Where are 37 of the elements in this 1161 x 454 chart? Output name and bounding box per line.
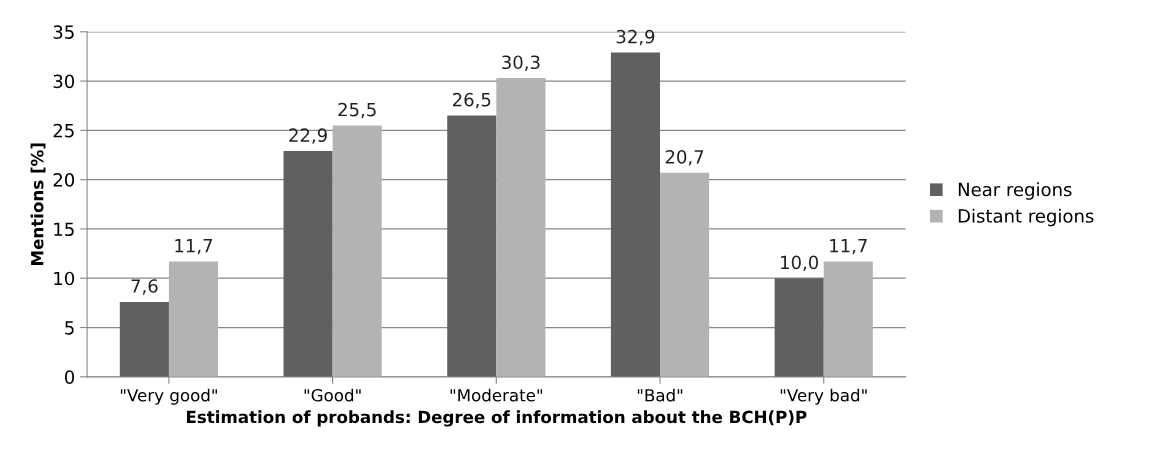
y-axis-title: Mentions [%] bbox=[30, 143, 46, 265]
data-label: 11,7 bbox=[830, 239, 867, 255]
y-tick-label: 15 bbox=[54, 222, 74, 237]
bar bbox=[823, 261, 873, 377]
data-label: 7,6 bbox=[131, 279, 158, 295]
y-tick-label: 10 bbox=[54, 271, 75, 286]
y-tick-label: 20 bbox=[53, 173, 75, 187]
data-label: 11,7 bbox=[175, 239, 213, 255]
x-tick-label: "Very good" bbox=[120, 388, 217, 405]
bar bbox=[660, 172, 710, 377]
data-label: 32,9 bbox=[616, 29, 655, 46]
y-tick-label: 35 bbox=[53, 25, 74, 39]
data-label: 26,5 bbox=[452, 92, 491, 109]
data-label: 10,0 bbox=[781, 255, 819, 272]
bar bbox=[332, 125, 382, 377]
x-tick-label: "Moderate" bbox=[450, 388, 543, 402]
legend-label: Near regions bbox=[958, 182, 1072, 200]
x-tick-label: "Very bad" bbox=[780, 388, 867, 405]
bar bbox=[447, 115, 497, 377]
bar bbox=[610, 52, 661, 377]
x-tick-label: "Bad" bbox=[637, 388, 683, 402]
legend-label: Distant regions bbox=[958, 208, 1094, 227]
y-tick-label: 5 bbox=[65, 321, 74, 335]
y-tick-label: 30 bbox=[53, 74, 75, 89]
bar bbox=[168, 261, 219, 377]
bar bbox=[496, 78, 546, 377]
data-label: 30,3 bbox=[502, 55, 540, 71]
data-label: 25,5 bbox=[338, 102, 376, 119]
y-tick-label: 25 bbox=[53, 123, 74, 138]
bar bbox=[119, 301, 169, 377]
data-label: 22,9 bbox=[289, 128, 327, 144]
bar bbox=[283, 151, 333, 377]
x-axis-title: Estimation of probands: Degree of information about the BCH(P)P bbox=[187, 410, 807, 427]
bar bbox=[774, 278, 824, 377]
data-label: 20,7 bbox=[665, 150, 704, 166]
y-tick-label: 0 bbox=[64, 370, 75, 384]
x-tick-label: "Good" bbox=[304, 388, 361, 402]
